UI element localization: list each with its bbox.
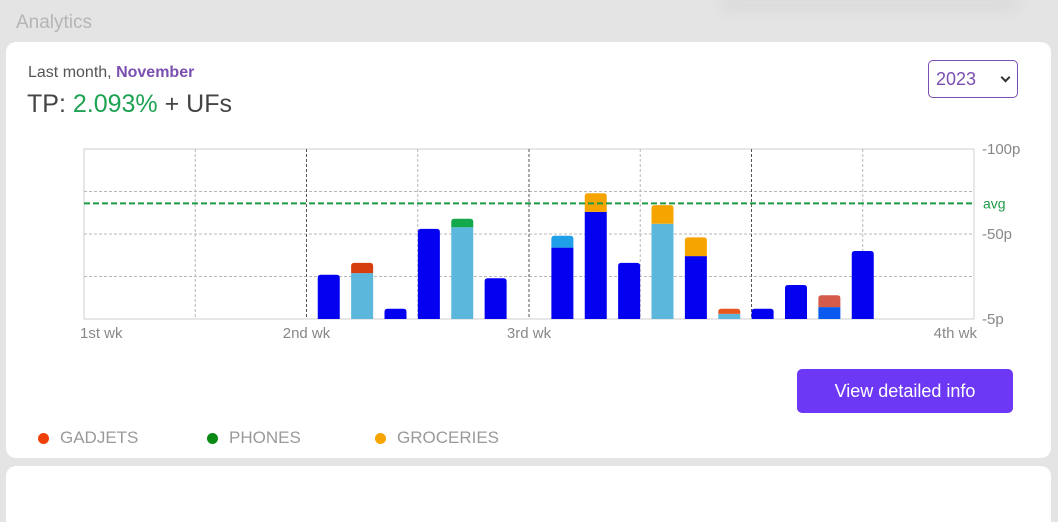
bar-segment [851,251,874,319]
avg-label: avg [983,195,1006,211]
legend-dot-icon [375,432,386,444]
bar-segment [351,273,374,319]
bar-segment [751,308,774,319]
bar [818,295,841,319]
x-tick-label: 3rd wk [507,325,552,342]
bar-segment [718,313,741,319]
bar-segment [551,247,574,319]
bar [317,274,340,319]
bar [584,193,607,319]
bar-segment [684,237,707,257]
bar [417,228,440,319]
view-detailed-info-button[interactable]: View detailed info [797,369,1013,413]
summary-month: November [116,64,195,81]
legend-label: PHONES [229,428,301,447]
bar-segment [785,285,807,319]
page-title: Analytics [16,12,93,33]
summary-headline: TP: 2.093% + UFs [27,90,232,119]
bar [651,205,674,319]
legend-item-groceries: GROCERIES [375,428,499,448]
tp-suffix: + UFs [164,90,232,118]
bar-segment [818,307,841,319]
bar-segment [818,295,841,308]
tp-label: TP: [27,90,66,118]
year-select[interactable]: 2023 [928,60,1018,98]
bar-segment [684,256,707,319]
bar-segment [417,228,440,319]
summary-subtitle: Last month, November [28,64,194,82]
bar [384,308,407,319]
bar-segment [618,262,641,319]
secondary-card [6,466,1051,522]
bar-segment [551,235,574,248]
bar-segment [651,223,674,319]
bar [718,308,741,319]
bar-segment [351,262,374,274]
topbar-shadow [720,0,1020,10]
bar [351,262,374,319]
bar [451,218,474,319]
bar [684,237,707,319]
bar-segment [384,308,407,319]
bar-segment [584,211,607,319]
bar-segment [451,227,474,319]
bar [751,308,774,319]
legend-label: GROCERIES [397,428,500,447]
y-tick-label: -100p [982,141,1020,158]
legend-item-gadjets: GADJETS [38,428,138,448]
bar [551,235,574,319]
bar [618,262,641,319]
bar-segment [718,308,741,314]
bar [484,278,507,319]
legend-dot-icon [38,432,49,444]
x-tick-label: 1st wk [80,325,123,342]
x-tick-label: 4th wk [934,325,978,342]
bar-segment [451,218,474,228]
bar-segment [484,278,507,319]
legend-label: GADJETS [60,428,139,447]
bar [785,285,807,319]
tp-value: 2.093% [72,90,158,118]
legend-item-phones: PHONES [207,428,301,448]
chart-legend: GADJETS PHONES GROCERIES [6,428,606,448]
y-tick-label: -5p [982,311,1004,328]
y-tick-label: -50p [982,226,1012,243]
year-select-value: 2023 [936,68,977,89]
legend-dot-icon [207,432,218,444]
bar-segment [651,205,674,224]
bar [851,251,874,319]
bar-segment [584,193,607,212]
bar-chart: avg -100p -50p -5p 1st wk 2nd wk 3rd wk 4th wk [80,141,1020,342]
bar-segment [317,274,340,319]
analytics-card: Last month, November TP: 2.093% + UFs 20… [6,42,1051,458]
x-tick-label: 2nd wk [283,325,331,342]
summary-prefix: Last month, [28,64,112,81]
